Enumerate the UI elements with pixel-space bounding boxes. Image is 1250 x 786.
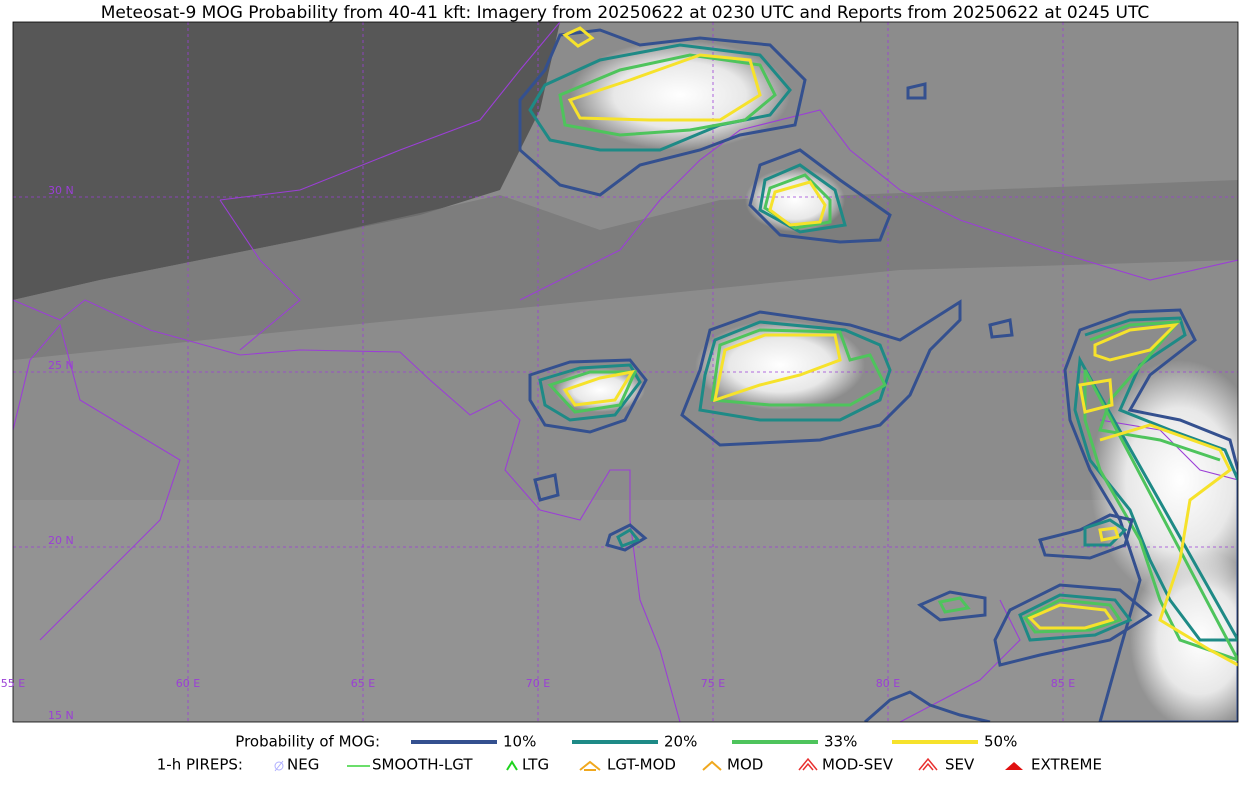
lon-label: 60 E [176, 677, 200, 690]
legend-icon [506, 760, 518, 771]
lon-label: 70 E [526, 677, 550, 690]
legend-title: 1-h PIREPS: [157, 756, 243, 774]
legend-label: LGT-MOD [607, 756, 676, 774]
legend-label: 50% [984, 733, 1017, 751]
legend-label: 33% [824, 733, 857, 751]
legend-label: MOD [727, 756, 763, 774]
legend-label: 10% [503, 733, 536, 751]
legend-title: Probability of MOG: [235, 733, 380, 751]
legend-icon [274, 760, 284, 772]
map [13, 22, 1238, 722]
lat-label: 15 N [48, 709, 74, 722]
lon-label: 65 E [351, 677, 375, 690]
legend-icon [702, 760, 722, 771]
legend-label: EXTREME [1031, 756, 1102, 774]
lon-label: 75 E [701, 677, 725, 690]
lon-label: 80 E [876, 677, 900, 690]
geo-labels: 30 N 25 N 20 N 15 N 55 E 60 E 65 E 70 E 75 E 80 E… [1, 184, 1075, 722]
legend-label: MOD-SEV [822, 756, 894, 774]
lat-label: 20 N [48, 534, 74, 547]
legend-label: 20% [664, 733, 697, 751]
legend-icon [918, 757, 938, 771]
legend-label: SEV [945, 756, 975, 774]
legend: Probability of MOG: 1-h PIREPS: 10% 20% 33… [157, 733, 1102, 774]
legend-label: SMOOTH-LGT [372, 756, 473, 774]
legend-label: NEG [287, 756, 319, 774]
lon-label: 85 E [1051, 677, 1075, 690]
legend-icon [1005, 762, 1023, 770]
legend-icon [579, 760, 601, 771]
lat-label: 25 N [48, 359, 74, 372]
legend-label: LTG [522, 756, 549, 774]
lat-label: 30 N [48, 184, 74, 197]
title: Meteosat-9 MOG Probability from 40-41 kf… [101, 3, 1150, 23]
lon-label: 55 E [1, 677, 25, 690]
legend-icon [798, 757, 818, 771]
